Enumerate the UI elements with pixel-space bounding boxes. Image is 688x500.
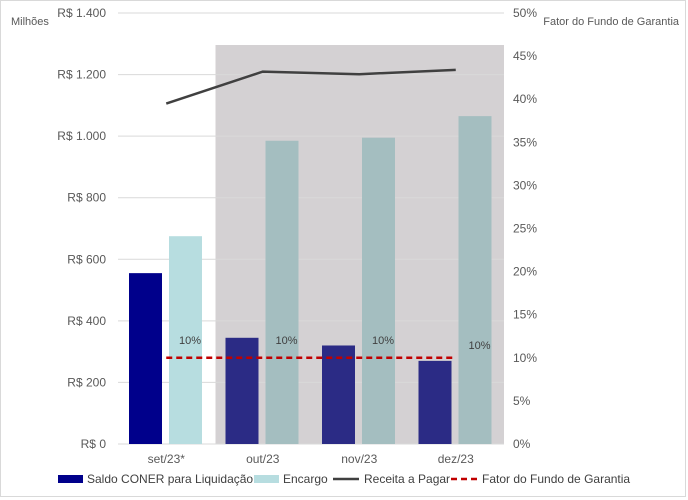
- bar-encargo-dez/23: [458, 116, 492, 444]
- left-tick-label: R$ 0: [81, 437, 107, 451]
- right-tick-label: 30%: [513, 178, 537, 192]
- bar-encargo-out/23: [265, 140, 299, 444]
- data-label-fator-dez/23: 10%: [468, 340, 490, 352]
- forecast-shaded-region: [215, 45, 504, 444]
- data-label-fator-nov/23: 10%: [372, 335, 394, 347]
- data-label-fator-out/23: 10%: [275, 335, 297, 347]
- legend: Saldo CONER para Liquidação Encargo Rece…: [58, 472, 630, 486]
- bar-encargo-nov/23: [362, 137, 395, 445]
- category-label-set/23*: set/23*: [148, 452, 186, 466]
- left-tick-label: R$ 600: [67, 252, 106, 266]
- right-tick-label: 15%: [513, 308, 537, 322]
- data-label-fator-set/23*: 10%: [179, 335, 201, 347]
- line-receita-a-pagar: [165, 68, 456, 105]
- legend-label-encargo: Encargo: [283, 472, 328, 486]
- bars: [129, 116, 492, 445]
- legend-label-saldo: Saldo CONER para Liquidação: [87, 472, 253, 486]
- right-tick-label: 0%: [513, 437, 531, 451]
- right-tick-label: 40%: [513, 92, 537, 106]
- right-tick-label: 50%: [513, 6, 537, 20]
- category-labels: set/23* out/23 nov/23 dez/23: [148, 452, 475, 466]
- left-axis-title: Milhões: [11, 16, 49, 28]
- legend-label-fator: Fator do Fundo de Garantia: [482, 472, 630, 486]
- data-labels: 10% 10% 10% 10%: [179, 335, 491, 352]
- right-tick-label: 45%: [513, 49, 537, 63]
- left-tick-label: R$ 200: [67, 375, 106, 389]
- right-tick-label: 35%: [513, 135, 537, 149]
- category-label-nov/23: nov/23: [341, 452, 377, 466]
- right-axis-ticks: 0% 5% 10% 15% 20% 25% 30% 35% 40% 45% 50%: [513, 6, 537, 451]
- right-tick-label: 10%: [513, 351, 537, 365]
- right-tick-label: 20%: [513, 265, 537, 279]
- category-label-dez/23: dez/23: [438, 452, 474, 466]
- left-tick-label: R$ 1.400: [57, 6, 106, 20]
- lines: [165, 68, 456, 360]
- bar-saldo-set/23*: [129, 273, 162, 444]
- left-tick-label: R$ 1.000: [57, 129, 106, 143]
- bar-encargo-set/23*: [169, 236, 202, 444]
- right-axis-title: Fator do Fundo de Garantia: [543, 16, 680, 28]
- left-tick-label: R$ 1.200: [57, 68, 106, 82]
- legend-swatch-saldo: [58, 475, 83, 483]
- legend-swatch-encargo: [254, 475, 279, 483]
- right-tick-label: 5%: [513, 394, 531, 408]
- bar-saldo-dez/23: [418, 360, 452, 444]
- left-tick-label: R$ 400: [67, 314, 106, 328]
- bar-saldo-nov/23: [322, 345, 355, 444]
- legend-label-receita: Receita a Pagar: [364, 472, 450, 486]
- category-label-out/23: out/23: [246, 452, 280, 466]
- left-tick-label: R$ 800: [67, 191, 106, 205]
- left-axis-ticks: R$ 0 R$ 200 R$ 400 R$ 600 R$ 800 R$ 1.000 R$ 1…: [57, 6, 106, 451]
- right-tick-label: 25%: [513, 222, 537, 236]
- bar-saldo-out/23: [225, 337, 259, 444]
